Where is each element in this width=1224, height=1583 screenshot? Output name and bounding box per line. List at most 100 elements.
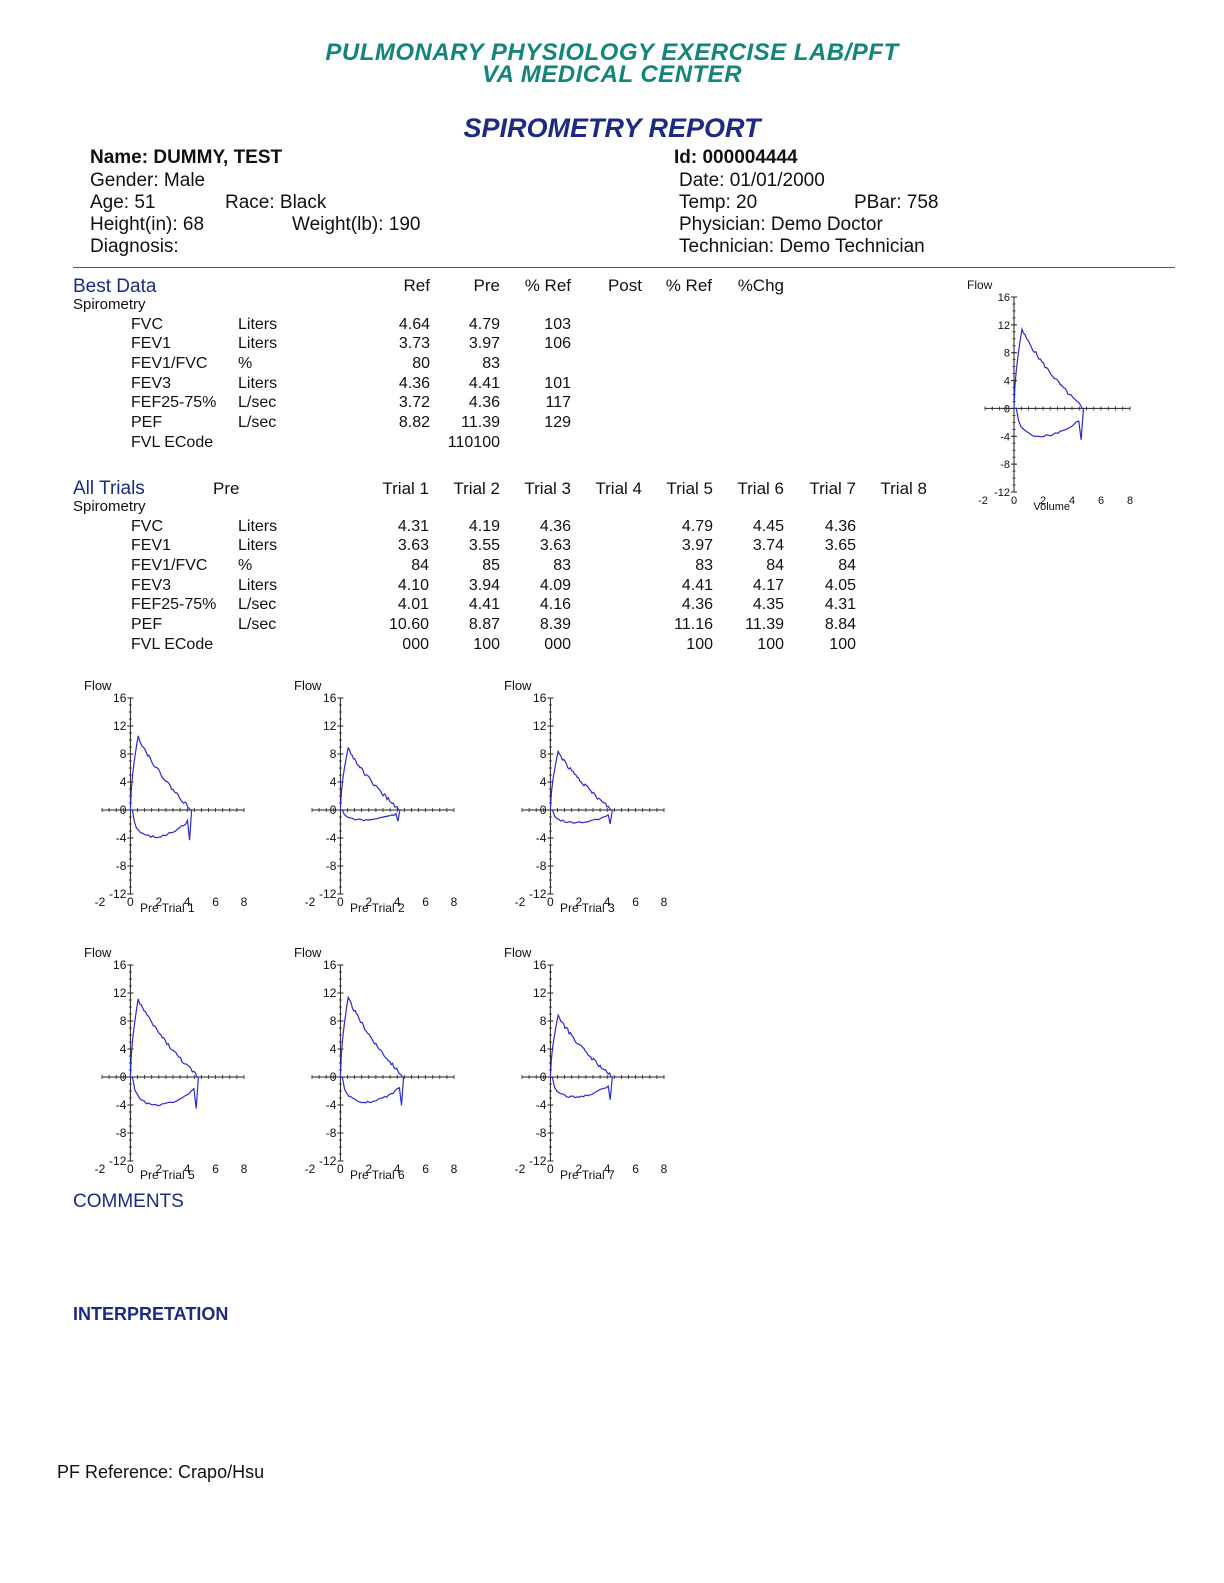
best-col-header: Pre xyxy=(473,276,500,295)
header-divider xyxy=(73,267,1175,268)
y-axis-label: Flow xyxy=(84,678,112,693)
trial-value: 8.39 xyxy=(539,616,571,633)
best-pre: 11.39 xyxy=(461,414,500,431)
y-tick-label: 12 xyxy=(323,986,337,1000)
best-pct-ref: 129 xyxy=(544,414,571,431)
trial-value: 3.63 xyxy=(397,537,429,554)
trial-unit: Liters xyxy=(238,518,278,535)
trial-col-header: Trial 3 xyxy=(524,479,571,498)
trial-unit: % xyxy=(238,557,253,574)
y-tick-label: -8 xyxy=(536,1126,547,1140)
trial-param: FEV1 xyxy=(131,537,172,554)
y-tick-label: 8 xyxy=(540,747,547,761)
best-col-header: Post xyxy=(607,276,642,295)
trial-value: 8.84 xyxy=(824,616,856,633)
trial-value: 84 xyxy=(766,557,784,574)
trial-value: 10.60 xyxy=(388,616,429,633)
x-tick-label: 2 xyxy=(1040,495,1046,507)
x-tick-label: 8 xyxy=(1127,495,1133,507)
x-axis-label: Pre Trial 6 xyxy=(350,1168,405,1182)
y-tick-label: -8 xyxy=(116,859,127,873)
report-title: SPIROMETRY REPORT xyxy=(463,113,761,143)
trial-value: 4.36 xyxy=(824,518,856,535)
best-col-header: Ref xyxy=(403,276,430,295)
x-tick-label: 4 xyxy=(394,895,401,909)
best-unit: % xyxy=(238,355,253,372)
y-tick-label: 8 xyxy=(330,1014,337,1028)
best-col-header: % Ref xyxy=(665,276,712,295)
y-axis-label: Flow xyxy=(294,945,322,960)
flow-volume-loop xyxy=(339,995,405,1106)
trial-param: FVC xyxy=(131,518,163,535)
test-pbar: PBar: 758 xyxy=(854,192,939,213)
trial-value: 84 xyxy=(838,557,856,574)
best-unit: Liters xyxy=(238,335,278,352)
trial-param: FEF25-75% xyxy=(131,596,217,613)
test-temp: Temp: 20 xyxy=(679,192,758,213)
y-tick-label: -4 xyxy=(326,1098,337,1112)
y-tick-label: 12 xyxy=(998,320,1010,332)
x-tick-label: -2 xyxy=(95,1162,106,1176)
patient-height: Height(in): 68 xyxy=(90,214,205,235)
x-axis-label: Pre Trial 1 xyxy=(140,901,195,915)
best-unit: L/sec xyxy=(238,414,277,431)
y-tick-label: -4 xyxy=(116,831,127,845)
best-data-subtitle: Spirometry xyxy=(73,296,146,313)
best-col-header: % Ref xyxy=(524,276,571,295)
lab-name: PULMONARY PHYSIOLOGY EXERCISE LAB/PFT xyxy=(325,39,899,66)
y-tick-label: 16 xyxy=(113,691,127,705)
trial-unit: L/sec xyxy=(238,596,277,613)
y-tick-label: -12 xyxy=(109,1154,127,1168)
y-tick-label: 8 xyxy=(330,747,337,761)
best-param: FEF25-75% xyxy=(131,394,217,411)
trial-value: 4.09 xyxy=(539,577,571,594)
x-tick-label: 6 xyxy=(632,1162,639,1176)
y-tick-label: 12 xyxy=(323,719,337,733)
technician: Technician: Demo Technician xyxy=(679,236,925,257)
trial-value: 3.74 xyxy=(752,537,784,554)
flow-volume-loop xyxy=(1013,326,1085,440)
y-tick-label: 4 xyxy=(120,775,127,789)
best-ref: 80 xyxy=(412,355,430,372)
trial-value: 4.05 xyxy=(824,577,856,594)
y-tick-label: -12 xyxy=(994,487,1010,499)
best-ref: 4.64 xyxy=(398,316,430,333)
trial-value: 000 xyxy=(402,636,429,653)
trial-value: 4.41 xyxy=(681,577,713,594)
best-col-header: %Chg xyxy=(737,276,784,295)
x-tick-label: -2 xyxy=(305,1162,316,1176)
trial-value: 4.41 xyxy=(468,596,500,613)
x-axis-label: Pre Trial 5 xyxy=(140,1168,195,1182)
best-ref: 4.36 xyxy=(398,375,430,392)
x-tick-label: 8 xyxy=(241,1162,248,1176)
best-param: PEF xyxy=(131,414,163,431)
flow-volume-loop xyxy=(549,1013,613,1100)
x-tick-label: 8 xyxy=(241,895,248,909)
flow-volume-loop xyxy=(339,746,401,822)
trial-col-header: Trial 8 xyxy=(880,479,927,498)
best-pre: 110100 xyxy=(447,434,500,451)
trial-col-header: Trial 6 xyxy=(737,479,784,498)
best-unit: Liters xyxy=(238,375,278,392)
best-pre: 4.79 xyxy=(468,316,500,333)
best-pre: 3.97 xyxy=(468,335,500,352)
y-tick-label: 16 xyxy=(113,958,127,972)
x-axis-label: Pre Trial 7 xyxy=(560,1168,615,1182)
y-axis-label: Flow xyxy=(84,945,112,960)
y-tick-label: -4 xyxy=(326,831,337,845)
y-tick-label: -12 xyxy=(109,887,127,901)
x-tick-label: 2 xyxy=(155,1162,162,1176)
best-param: FEV1 xyxy=(131,335,172,352)
x-tick-label: 8 xyxy=(451,895,458,909)
best-pre: 83 xyxy=(482,355,500,372)
trial-value: 3.55 xyxy=(468,537,500,554)
flow-volume-loop xyxy=(129,735,193,841)
patient-name: Name: DUMMY, TEST xyxy=(90,147,283,168)
y-tick-label: 4 xyxy=(1004,376,1010,388)
y-tick-label: 16 xyxy=(533,691,547,705)
y-tick-label: -8 xyxy=(1000,459,1010,471)
best-pre: 4.36 xyxy=(468,394,500,411)
